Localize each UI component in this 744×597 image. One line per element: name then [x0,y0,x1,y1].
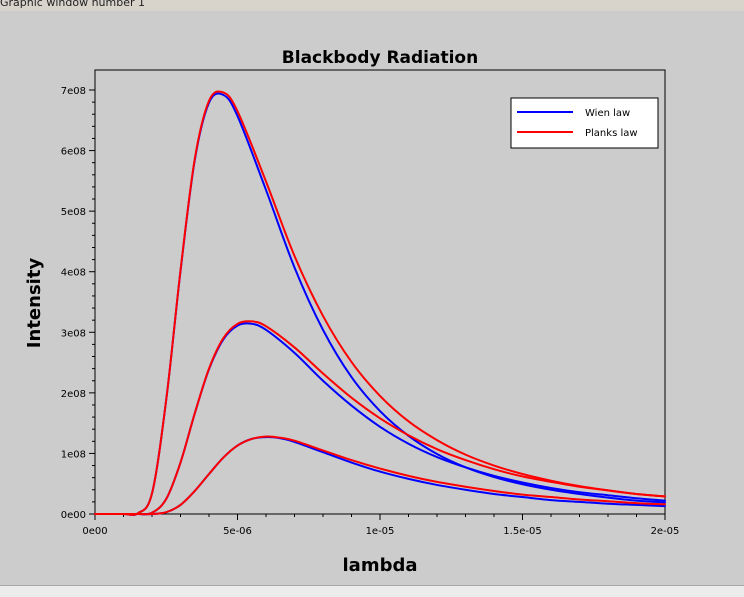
y-tick-label-0: 0e00 [61,510,86,521]
legend-box [510,97,659,149]
y-tick-label-7: 7e08 [61,86,86,97]
x-tick-label-1: 5e-06 [223,526,252,537]
x-tick-label-3: 1.5e-05 [503,526,541,537]
chart-title: Blackbody Radiation [282,48,478,68]
y-tick-label-1: 1e08 [61,449,86,460]
window-titlebar: Graphic window number 1 [0,0,744,11]
legend-label-planck: Planks law [585,128,638,139]
window-title: Graphic window number 1 [0,0,145,9]
series-line-planck-3 [94,320,666,516]
figure-area: Blackbody Radiation lambda Intensity 0e0… [0,11,744,585]
y-tick-label-5: 5e08 [61,207,86,218]
y-tick-label-6: 6e08 [61,147,86,158]
x-axis-label: lambda [343,555,418,576]
series-line-wien-0 [94,92,666,517]
series-line-wien-4 [94,436,666,516]
x-tick-label-2: 1e-05 [366,526,395,537]
x-tick-label-4: 2e-05 [651,526,680,537]
axis-ticks: 0e00 5e-06 1e-05 1.5e-05 2e-05 0e00 1e08 2e08 3e… [61,86,680,537]
y-tick-label-2: 2e08 [61,389,86,400]
status-bar [0,585,744,597]
blackbody-chart: Blackbody Radiation lambda Intensity 0e0… [24,48,680,576]
legend: Wien law Planks law [510,97,659,149]
y-axis-label: Intensity [24,258,45,349]
y-tick-label-3: 3e08 [61,328,86,339]
legend-label-wien: Wien law [585,108,630,119]
series-line-planck-5 [94,435,666,516]
y-tick-label-4: 4e08 [61,268,86,279]
series-line-planck-1 [94,90,666,517]
series-lines [94,90,666,517]
x-tick-label-0: 0e00 [82,526,107,537]
